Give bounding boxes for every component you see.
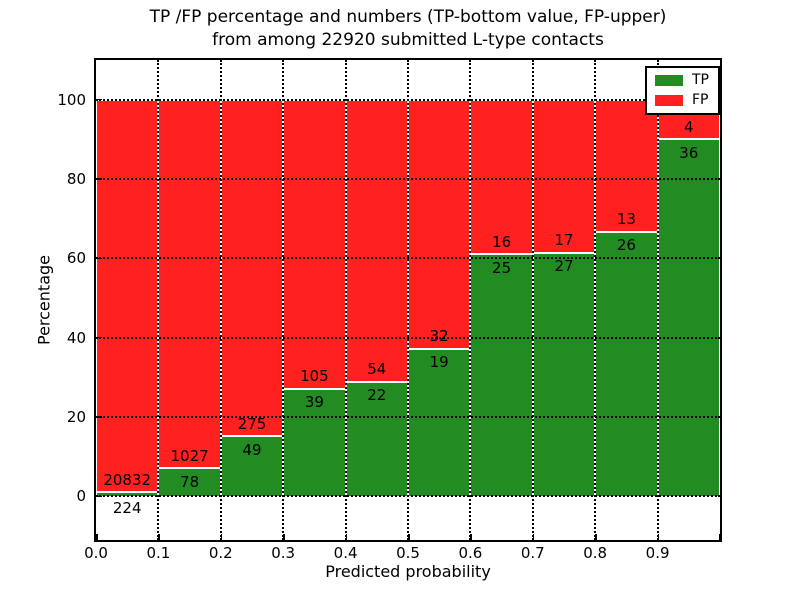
bar-value-label-tp: 19	[429, 353, 449, 372]
bar-segment-tp	[657, 139, 720, 497]
legend: TP FP	[645, 66, 720, 115]
legend-item-fp: FP	[655, 93, 709, 108]
x-tick-label: 0.6	[458, 544, 483, 562]
bar-segment-tp	[595, 231, 658, 497]
y-tick-label: 100	[57, 90, 86, 109]
bar-segment-fp	[345, 99, 408, 382]
bar-value-label-tp: 39	[304, 393, 324, 412]
x-tick-label: 0.3	[271, 544, 296, 562]
gridline-vertical	[157, 60, 160, 540]
fp-color-swatch	[655, 95, 683, 106]
x-axis-tick	[718, 534, 720, 540]
x-tick-label: 0.1	[146, 544, 171, 562]
y-axis-tick	[96, 178, 102, 180]
bar-segment-tp	[532, 252, 596, 497]
bar-segment-tp	[470, 254, 533, 497]
y-axis-tick	[96, 257, 102, 260]
x-tick-label: 0.4	[333, 544, 358, 562]
x-axis-tick	[408, 534, 410, 540]
x-axis-tick	[595, 534, 597, 540]
x-tick-label: 0.0	[84, 544, 108, 562]
bar-value-label-tp: 26	[616, 236, 636, 255]
x-axis-tick	[470, 534, 472, 540]
bar-value-label-fp: 1027	[170, 446, 209, 465]
gridline-vertical	[469, 60, 472, 540]
x-tick-label: 0.8	[583, 544, 608, 562]
bar-value-label-tp: 49	[242, 440, 262, 459]
chart-title: TP /FP percentage and numbers (TP-bottom…	[96, 6, 720, 52]
x-axis-tick	[283, 534, 285, 540]
y-axis-tick	[96, 495, 102, 498]
bar-value-label-tp: 22	[367, 386, 387, 405]
x-axis-tick	[158, 534, 160, 540]
bar-segment-fp	[408, 99, 471, 349]
legend-item-tp: TP	[655, 73, 709, 88]
bar-value-label-tp: 78	[180, 472, 200, 491]
chart-title-line1: TP /FP percentage and numbers (TP-bottom…	[149, 7, 667, 27]
bar-segment-fp	[96, 99, 159, 493]
bar-value-label-fp: 4	[684, 117, 694, 136]
plot-area: 20832 224 1027 78 275 49 105 39 54 22 32 19 16 25 17 27…	[94, 58, 722, 542]
bar-value-label-fp: 32	[429, 327, 449, 346]
bar-value-label-fp: 13	[616, 210, 636, 229]
x-tick-label: 0.5	[396, 544, 420, 562]
bar-value-label-fp: 16	[492, 232, 512, 251]
gridline-vertical	[656, 60, 659, 540]
y-tick-label: 0	[76, 487, 86, 506]
x-axis-tick	[532, 534, 535, 540]
bar-segment-tp	[220, 436, 284, 497]
x-axis-tick	[345, 534, 348, 540]
x-axis-label: Predicted probability	[325, 562, 491, 581]
y-axis-tick	[96, 416, 102, 418]
y-tick-label: 80	[66, 170, 86, 188]
gridline-vertical	[344, 60, 347, 540]
gridline-vertical	[407, 60, 409, 540]
bar-value-label-tp: 25	[492, 258, 512, 277]
bar-segment-fp	[283, 99, 346, 389]
y-axis-tick	[96, 336, 102, 339]
bar-value-label-fp: 105	[300, 367, 329, 386]
gridline-vertical	[282, 60, 285, 540]
bar-value-label-tp: 224	[112, 499, 142, 518]
legend-label-tp: TP	[692, 72, 709, 88]
bar-value-label-fp: 20832	[103, 470, 152, 489]
bar-value-label-tp: 27	[554, 257, 574, 276]
x-tick-label: 0.9	[645, 544, 670, 562]
y-axis-tick	[96, 98, 102, 101]
x-tick-label: 0.7	[520, 544, 545, 562]
y-tick-label: 40	[66, 328, 86, 347]
bar-segment-fp	[532, 99, 596, 253]
bar-segment-tp	[345, 381, 408, 497]
y-tick-label: 20	[66, 408, 86, 427]
x-axis-tick	[96, 534, 98, 540]
x-axis-tick	[220, 534, 223, 540]
x-tick-label: 0.2	[208, 544, 233, 562]
gridline-vertical	[219, 60, 222, 540]
chart-title-line2: from among 22920 submitted L-type contac…	[212, 30, 604, 50]
bar-value-label-fp: 275	[237, 414, 267, 433]
y-tick-label: 60	[66, 249, 86, 268]
legend-label-fp: FP	[692, 92, 709, 108]
bar-value-label-tp: 36	[679, 143, 699, 162]
gridline-vertical	[594, 60, 597, 540]
gridline-vertical	[531, 60, 534, 540]
x-axis-tick	[657, 534, 660, 540]
bar-value-label-fp: 54	[367, 360, 387, 379]
tp-color-swatch	[655, 75, 683, 86]
bar-value-label-fp: 17	[554, 231, 574, 250]
bar-segment-fp	[220, 99, 284, 437]
bar-segment-fp	[158, 99, 221, 469]
